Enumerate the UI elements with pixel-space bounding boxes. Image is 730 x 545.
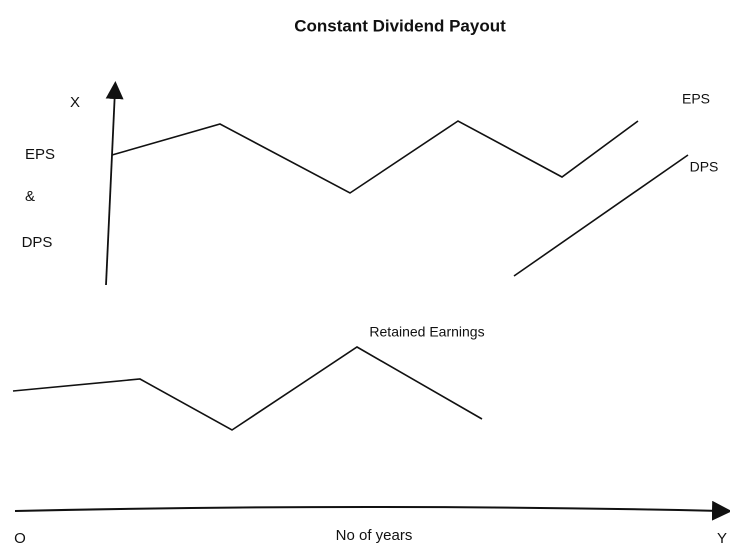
retained-earnings-label: Retained Earnings xyxy=(369,324,484,340)
eps-label: EPS xyxy=(682,91,710,107)
eps-line xyxy=(111,120,639,194)
x-axis-end: Y xyxy=(717,530,727,545)
title: Constant Dividend Payout xyxy=(294,16,506,35)
y-axis-label: DPS xyxy=(22,234,53,251)
x-axis xyxy=(14,500,730,521)
y-axis-label: EPS xyxy=(25,146,55,163)
y-axis-label: & xyxy=(25,188,35,205)
dps-label: DPS xyxy=(690,159,719,175)
retained-earnings-line xyxy=(12,346,483,431)
x-axis-label: No of years xyxy=(336,527,413,544)
y-axis-end: X xyxy=(70,94,80,111)
y-axis xyxy=(105,81,124,286)
origin-label: O xyxy=(14,530,26,545)
dps-line xyxy=(513,154,689,277)
